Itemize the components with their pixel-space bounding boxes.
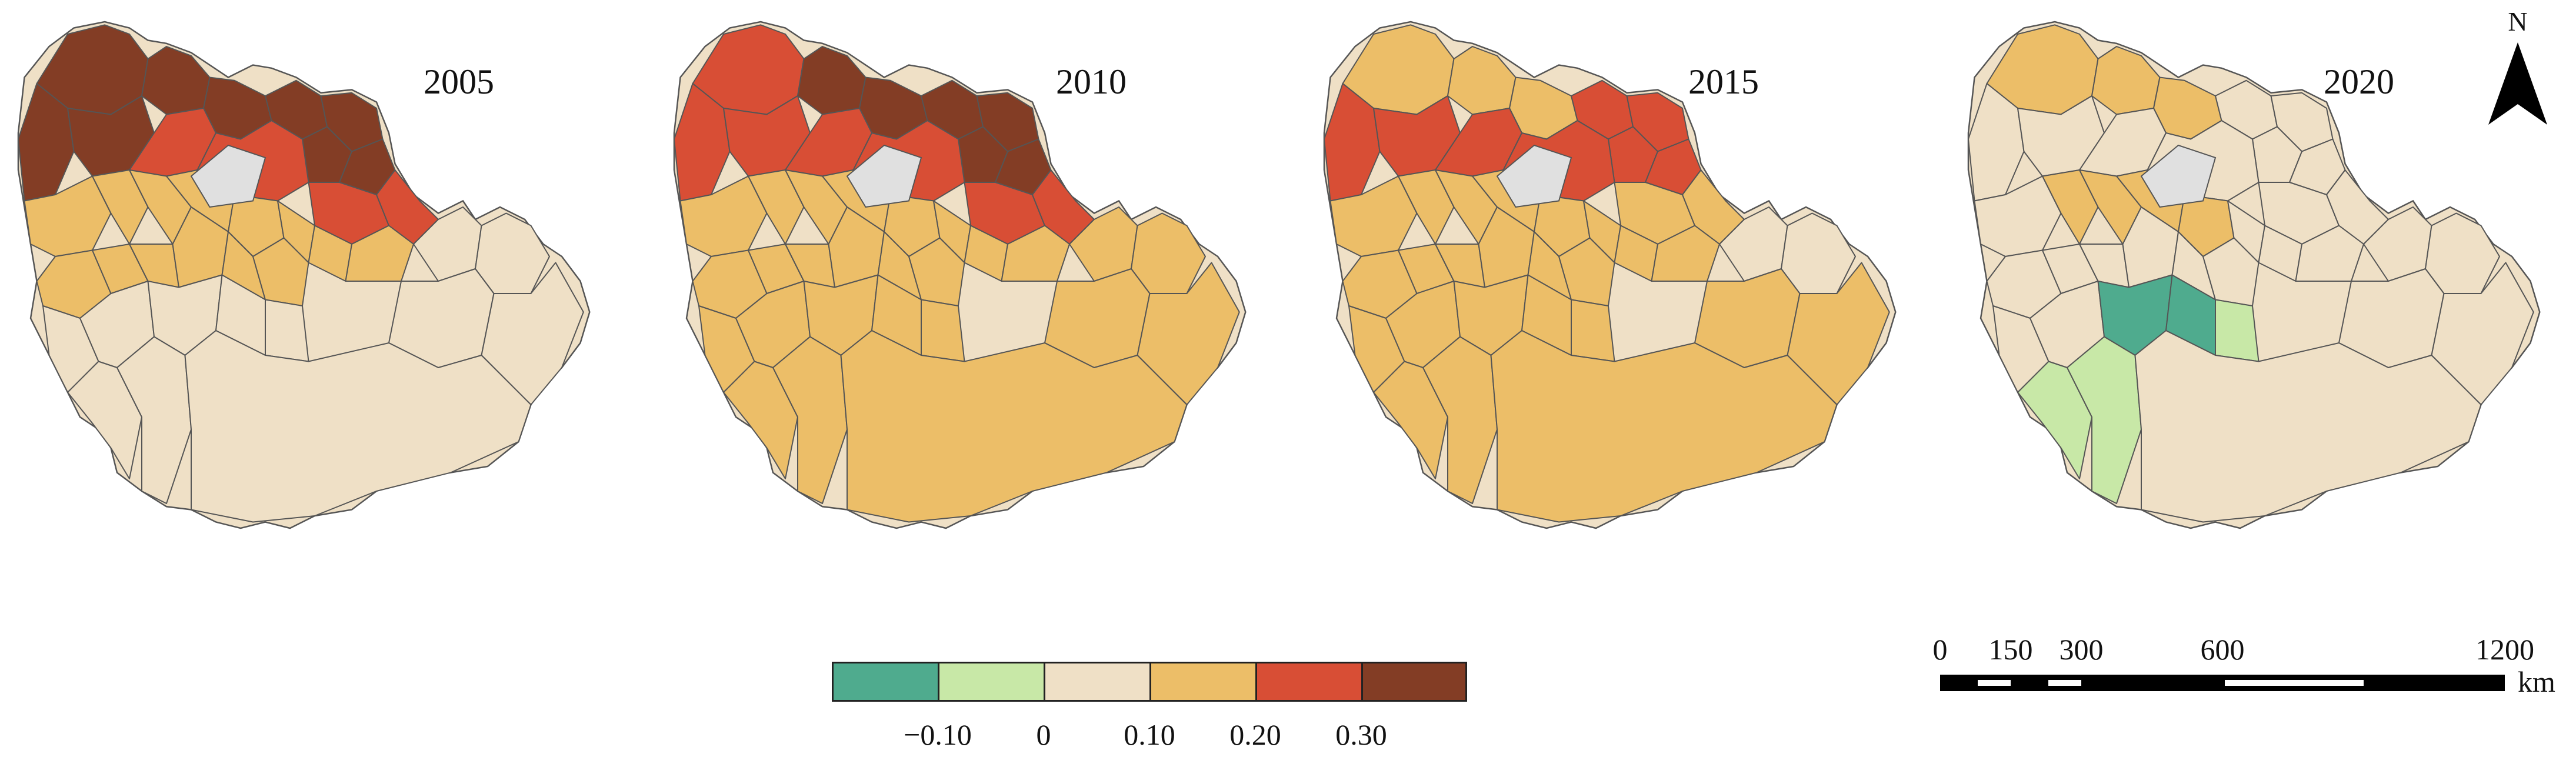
- legend-swatch: [1255, 662, 1363, 702]
- legend-break-label: 0: [1036, 718, 1051, 751]
- legend-break-label: −0.10: [904, 718, 972, 751]
- scale-bar-label: 0: [1932, 633, 1948, 666]
- map-region-no-data: [2140, 144, 2217, 208]
- scale-bar-label: 150: [1988, 633, 2033, 666]
- legend-break-label: 0.10: [1124, 718, 1175, 751]
- map-year-label: 2010: [1056, 62, 1127, 101]
- map-region: [265, 299, 309, 362]
- map-region-no-data: [846, 144, 922, 208]
- map-panel-2010: 2010: [644, 0, 1288, 588]
- map-panel-2005: 2005: [0, 0, 644, 588]
- map-region: [345, 225, 414, 282]
- map-year-label: 2015: [1688, 62, 1759, 101]
- scale-bar-label: 600: [2200, 633, 2245, 666]
- scale-bar-frame: [1940, 675, 2505, 691]
- map-region-no-data: [190, 144, 266, 208]
- map-region: [24, 175, 112, 257]
- scale-bar-segment: [2225, 680, 2364, 686]
- map-region: [2067, 336, 2142, 504]
- legend-swatch: [832, 662, 939, 702]
- region-map: [673, 21, 1247, 529]
- map-year-label: 2005: [424, 62, 494, 101]
- legend-swatch: [938, 662, 1045, 702]
- map-region: [797, 46, 867, 115]
- map-region: [1398, 169, 1455, 245]
- north-label: N: [2508, 6, 2528, 36]
- map-year-label: 2020: [2324, 62, 2394, 101]
- map-region: [2017, 361, 2092, 479]
- legend-swatch: [1361, 662, 1467, 702]
- legend-swatch: [1044, 662, 1151, 702]
- map-region: [1373, 361, 1448, 479]
- map-region: [2042, 169, 2099, 245]
- north-arrow: N: [2485, 6, 2550, 129]
- scale-bar-segment: [1978, 680, 2011, 686]
- map-region: [1651, 225, 1720, 282]
- scale-unit-label: km: [2518, 665, 2555, 698]
- map-region: [2202, 237, 2260, 306]
- map-region: [67, 361, 142, 479]
- region-map: [1967, 21, 2541, 529]
- legend-break-label: 0.20: [1229, 718, 1281, 751]
- map-region: [2215, 299, 2260, 362]
- map-region: [1329, 175, 1418, 257]
- map-panel-2020: 2020: [1932, 0, 2576, 588]
- legend-break-label: 0.30: [1335, 718, 1387, 751]
- map-region: [116, 336, 192, 504]
- map-region: [748, 169, 805, 245]
- map-region: [1001, 225, 1070, 282]
- map-region: [1571, 299, 1615, 362]
- map-region: [840, 330, 1188, 523]
- map-region: [679, 175, 768, 257]
- scale-bar-label: 1200: [2475, 633, 2534, 666]
- map-region: [1974, 175, 2062, 257]
- map-region: [2295, 225, 2364, 282]
- map-region: [1422, 336, 1498, 504]
- scale-bar-label: 300: [2059, 633, 2104, 666]
- map-region: [252, 237, 309, 306]
- map-region: [184, 330, 532, 523]
- region-map: [17, 21, 591, 529]
- map-region: [1447, 46, 1517, 115]
- map-region: [2091, 46, 2161, 115]
- map-region-no-data: [1496, 144, 1572, 208]
- map-region: [141, 46, 211, 115]
- region-map: [1323, 21, 1897, 529]
- scale-bar: km 0 150 300 600 1200: [1932, 632, 2555, 709]
- map-region: [92, 169, 149, 245]
- north-arrow-icon: [2488, 42, 2547, 125]
- map-region: [921, 299, 965, 362]
- map-region: [1558, 237, 1615, 306]
- map-region: [772, 336, 848, 504]
- map-region: [723, 361, 798, 479]
- map-region: [908, 237, 965, 306]
- scale-bar-graphic: [1940, 675, 2505, 691]
- map-panel-2015: 2015: [1288, 0, 1932, 588]
- scale-bar-segment: [2048, 680, 2081, 686]
- map-region: [1490, 330, 1838, 523]
- map-region: [2134, 330, 2482, 523]
- color-legend: −0.10 0 0.10 0.20 0.30: [832, 662, 1467, 768]
- legend-swatch: [1149, 662, 1257, 702]
